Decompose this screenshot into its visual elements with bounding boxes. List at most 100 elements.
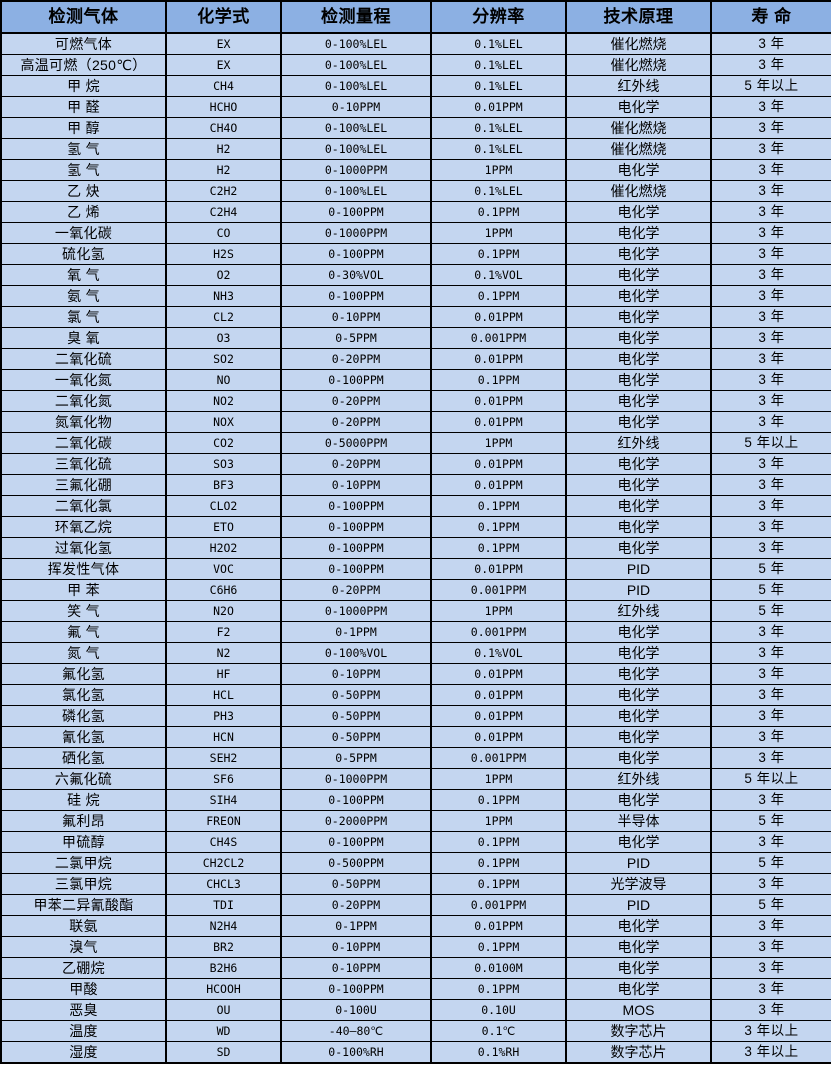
cell-tech: 电化学: [566, 306, 712, 328]
cell-formula: CH4O: [166, 117, 282, 139]
cell-name: 甲 烷: [1, 75, 167, 97]
cell-name: 氯化氢: [1, 684, 167, 706]
cell-life: 3 年: [711, 306, 831, 328]
cell-name: 过氧化氢: [1, 537, 167, 559]
table-row: 乙硼烷 B2H6 0-10PPM 0.0100M 电化学 3 年: [1, 957, 831, 979]
cell-formula: SD: [166, 1041, 282, 1063]
cell-res: 0.1%LEL: [431, 180, 567, 202]
cell-range: 0-20PPM: [281, 453, 432, 475]
cell-range: 0-100PPM: [281, 516, 432, 538]
cell-formula: OU: [166, 999, 282, 1021]
cell-formula: BF3: [166, 474, 282, 496]
cell-res: 0.1%LEL: [431, 117, 567, 139]
table-row: 三氯甲烷 CHCL3 0-50PPM 0.1PPM 光学波导 3 年: [1, 873, 831, 895]
cell-range: 0-10PPM: [281, 957, 432, 979]
cell-life: 3 年: [711, 285, 831, 307]
cell-formula: NO: [166, 369, 282, 391]
cell-formula: HCOOH: [166, 978, 282, 1000]
cell-name: 笑 气: [1, 600, 167, 622]
cell-formula: HCL: [166, 684, 282, 706]
cell-range: 0-30%VOL: [281, 264, 432, 286]
cell-name: 硒化氢: [1, 747, 167, 769]
table-row: 硒化氢 SEH2 0-5PPM 0.001PPM 电化学 3 年: [1, 747, 831, 769]
cell-range: 0-20PPM: [281, 390, 432, 412]
cell-res: 0.01PPM: [431, 411, 567, 433]
cell-life: 3 年: [711, 747, 831, 769]
cell-name: 二氧化氮: [1, 390, 167, 412]
column-header-lifespan: 寿 命: [711, 1, 831, 34]
cell-name: 氰化氢: [1, 726, 167, 748]
cell-tech: PID: [566, 579, 712, 601]
cell-life: 3 年: [711, 642, 831, 664]
cell-name: 三氧化硫: [1, 453, 167, 475]
table-row: 二氧化碳 CO2 0-5000PPM 1PPM 红外线 5 年以上: [1, 432, 831, 454]
cell-life: 3 年: [711, 369, 831, 391]
table-row: 氰化氢 HCN 0-50PPM 0.01PPM 电化学 3 年: [1, 726, 831, 748]
cell-range: 0-10PPM: [281, 474, 432, 496]
cell-res: 0.01PPM: [431, 558, 567, 580]
header-row: 检测气体 化学式 检测量程 分辨率 技术原理 寿 命: [1, 1, 831, 34]
cell-res: 0.1%RH: [431, 1041, 567, 1063]
table-row: 一氧化氮 NO 0-100PPM 0.1PPM 电化学 3 年: [1, 369, 831, 391]
cell-name: 高温可燃（250℃）: [1, 54, 167, 76]
cell-name: 乙 炔: [1, 180, 167, 202]
cell-name: 甲 醇: [1, 117, 167, 139]
table-row: 硫化氢 H2S 0-100PPM 0.1PPM 电化学 3 年: [1, 243, 831, 265]
cell-life: 3 年: [711, 516, 831, 538]
cell-range: 0-100PPM: [281, 285, 432, 307]
cell-formula: C6H6: [166, 579, 282, 601]
cell-name: 挥发性气体: [1, 558, 167, 580]
cell-name: 氨 气: [1, 285, 167, 307]
cell-formula: B2H6: [166, 957, 282, 979]
cell-name: 氟化氢: [1, 663, 167, 685]
cell-formula: SIH4: [166, 789, 282, 811]
cell-life: 3 年: [711, 621, 831, 643]
cell-res: 0.1%VOL: [431, 642, 567, 664]
cell-tech: 电化学: [566, 264, 712, 286]
cell-res: 0.1PPM: [431, 873, 567, 895]
cell-res: 0.01PPM: [431, 726, 567, 748]
cell-tech: 电化学: [566, 474, 712, 496]
cell-range: 0-50PPM: [281, 684, 432, 706]
table-row: 三氧化硫 SO3 0-20PPM 0.01PPM 电化学 3 年: [1, 453, 831, 475]
cell-life: 5 年: [711, 852, 831, 874]
cell-life: 3 年: [711, 411, 831, 433]
cell-name: 二氧化氯: [1, 495, 167, 517]
cell-life: 3 年: [711, 201, 831, 223]
cell-name: 乙硼烷: [1, 957, 167, 979]
cell-res: 0.01PPM: [431, 474, 567, 496]
cell-name: 氮氧化物: [1, 411, 167, 433]
cell-life: 5 年: [711, 558, 831, 580]
cell-life: 3 年以上: [711, 1020, 831, 1042]
cell-tech: 电化学: [566, 663, 712, 685]
cell-range: 0-100%LEL: [281, 117, 432, 139]
cell-name: 氟 气: [1, 621, 167, 643]
table-row: 恶臭 OU 0-100U 0.10U MOS 3 年: [1, 999, 831, 1021]
cell-name: 六氟化硫: [1, 768, 167, 790]
table-row: 环氧乙烷 ETO 0-100PPM 0.1PPM 电化学 3 年: [1, 516, 831, 538]
cell-res: 0.001PPM: [431, 747, 567, 769]
cell-res: 0.01PPM: [431, 96, 567, 118]
table-row: 挥发性气体 VOC 0-100PPM 0.01PPM PID 5 年: [1, 558, 831, 580]
cell-tech: 电化学: [566, 348, 712, 370]
cell-tech: MOS: [566, 999, 712, 1021]
cell-name: 氯 气: [1, 306, 167, 328]
cell-formula: SO2: [166, 348, 282, 370]
table-row: 二氧化硫 SO2 0-20PPM 0.01PPM 电化学 3 年: [1, 348, 831, 370]
column-header-formula: 化学式: [166, 1, 282, 34]
cell-res: 0.1PPM: [431, 537, 567, 559]
cell-res: 0.1PPM: [431, 369, 567, 391]
cell-tech: 电化学: [566, 747, 712, 769]
cell-range: 0-100PPM: [281, 201, 432, 223]
cell-res: 0.1PPM: [431, 831, 567, 853]
cell-life: 3 年: [711, 915, 831, 937]
cell-formula: CH4: [166, 75, 282, 97]
cell-res: 0.1PPM: [431, 936, 567, 958]
table-row: 二氧化氯 CLO2 0-100PPM 0.1PPM 电化学 3 年: [1, 495, 831, 517]
cell-tech: PID: [566, 852, 712, 874]
table-row: 氮 气 N2 0-100%VOL 0.1%VOL 电化学 3 年: [1, 642, 831, 664]
cell-life: 3 年: [711, 726, 831, 748]
cell-life: 3 年: [711, 453, 831, 475]
cell-formula: EX: [166, 33, 282, 55]
cell-formula: N2: [166, 642, 282, 664]
